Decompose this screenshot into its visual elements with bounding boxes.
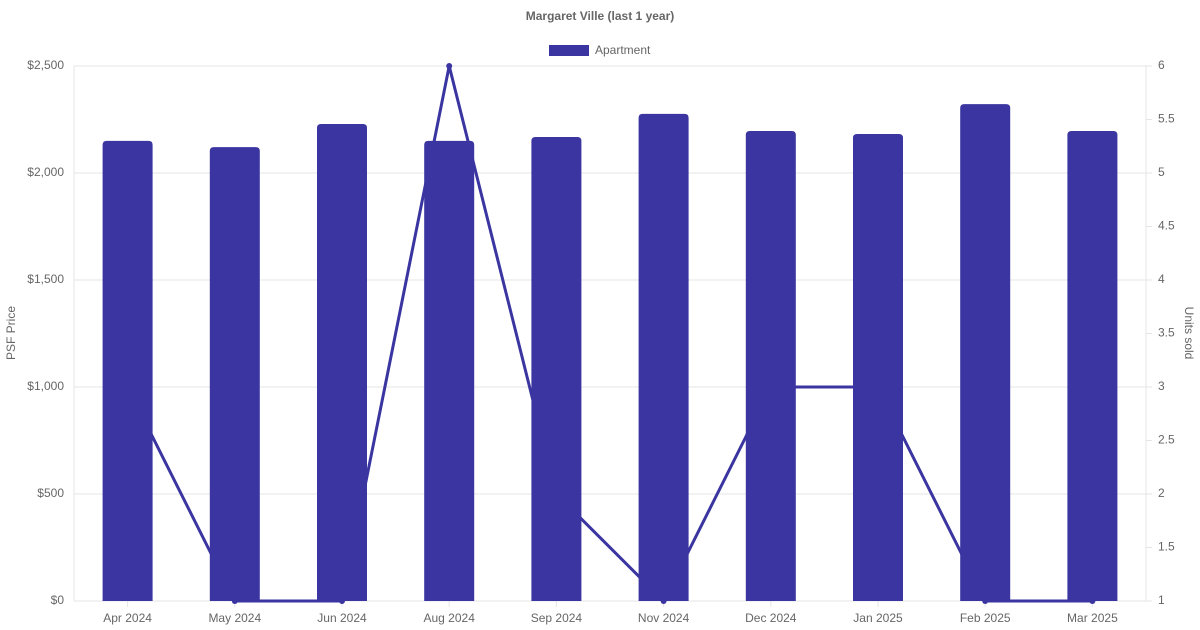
y2-tick-label: 3 bbox=[1158, 379, 1165, 393]
chart-title: Margaret Ville (last 1 year) bbox=[526, 9, 675, 23]
y-tick-label: $500 bbox=[37, 486, 64, 500]
x-tick-label: Nov 2024 bbox=[638, 611, 690, 625]
x-tick-label: Jan 2025 bbox=[853, 611, 903, 625]
y2-tick-label: 5.5 bbox=[1158, 112, 1175, 126]
x-tick-label: Feb 2025 bbox=[960, 611, 1011, 625]
bar bbox=[1067, 131, 1118, 601]
bar bbox=[424, 140, 475, 601]
y-axis-label: PSF Price bbox=[4, 306, 18, 360]
y2-tick-label: 3.5 bbox=[1158, 326, 1175, 340]
bar bbox=[853, 134, 903, 601]
x-tick-label: Jun 2024 bbox=[317, 611, 367, 625]
x-tick-label: Sep 2024 bbox=[531, 611, 583, 625]
bar bbox=[317, 123, 367, 601]
bar bbox=[638, 113, 689, 601]
bar bbox=[745, 131, 796, 601]
legend-swatch bbox=[549, 45, 589, 56]
line-point bbox=[446, 63, 453, 69]
y2-tick-label: 1.5 bbox=[1158, 540, 1175, 554]
y2-tick-label: 4.5 bbox=[1158, 219, 1175, 233]
y-tick-label: $2,000 bbox=[27, 165, 64, 179]
y-tick-label: $2,500 bbox=[27, 58, 64, 72]
y2-tick-label: 2 bbox=[1158, 486, 1165, 500]
x-tick-label: Mar 2025 bbox=[1067, 611, 1118, 625]
y-tick-label: $0 bbox=[51, 593, 65, 607]
bar bbox=[209, 147, 260, 601]
line-series bbox=[126, 64, 1093, 603]
y-tick-label: $1,000 bbox=[27, 379, 64, 393]
y2-tick-label: 2.5 bbox=[1158, 433, 1175, 447]
y2-tick-label: 5 bbox=[1158, 165, 1165, 179]
y2-axis-label: Units sold bbox=[1182, 307, 1196, 360]
bar bbox=[531, 137, 582, 601]
bar bbox=[102, 140, 153, 601]
x-tick-label: Apr 2024 bbox=[103, 611, 152, 625]
legend-label: Apartment bbox=[595, 43, 651, 57]
y2-tick-label: 6 bbox=[1158, 58, 1165, 72]
y2-tick-label: 4 bbox=[1158, 272, 1165, 286]
x-tick-label: Dec 2024 bbox=[745, 611, 797, 625]
y-tick-label: $1,500 bbox=[27, 272, 64, 286]
y2-tick-label: 1 bbox=[1158, 593, 1165, 607]
x-tick-label: May 2024 bbox=[208, 611, 261, 625]
bar bbox=[960, 104, 1011, 601]
x-tick-label: Aug 2024 bbox=[424, 611, 476, 625]
